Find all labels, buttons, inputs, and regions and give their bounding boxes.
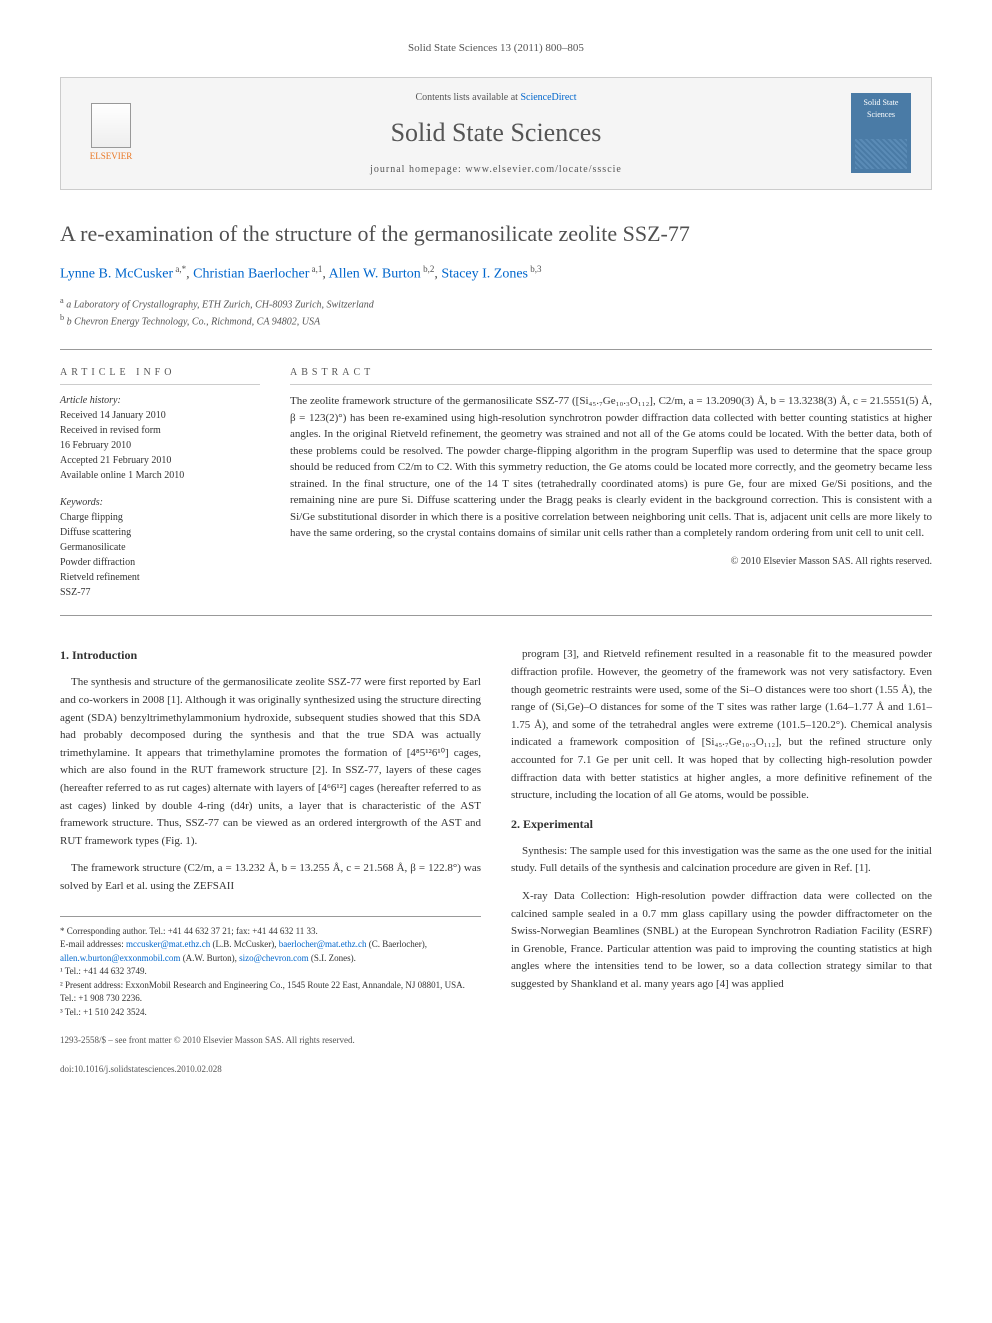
intro-para-2: The framework structure (C2/m, a = 13.23… xyxy=(60,860,481,895)
section-2-heading: 2. Experimental xyxy=(511,815,932,833)
running-head: Solid State Sciences 13 (2011) 800–805 xyxy=(60,40,932,57)
abstract-text: The zeolite framework structure of the g… xyxy=(290,393,932,542)
author-3[interactable]: Allen W. Burton xyxy=(329,267,421,282)
keyword-item: Charge flipping xyxy=(60,510,260,525)
footnote-corresponding: * Corresponding author. Tel.: +41 44 632… xyxy=(60,925,481,939)
body-columns: 1. Introduction The synthesis and struct… xyxy=(60,646,932,1076)
abstract-column: ABSTRACT The zeolite framework structure… xyxy=(290,365,932,600)
email-link-2[interactable]: baerlocher@mat.ethz.ch xyxy=(279,939,367,949)
article-info: ARTICLE INFO Article history: Received 1… xyxy=(60,365,260,600)
affiliation-b: b b Chevron Energy Technology, Co., Rich… xyxy=(60,312,932,329)
contents-line: Contents lists available at ScienceDirec… xyxy=(141,90,851,105)
intro-para-3: program [3], and Rietveld refinement res… xyxy=(511,646,932,804)
keywords-label: Keywords: xyxy=(60,495,260,510)
elsevier-tree-icon xyxy=(91,103,131,148)
article-info-header: ARTICLE INFO xyxy=(60,365,260,385)
article-title: A re-examination of the structure of the… xyxy=(60,220,932,249)
keyword-item: Germanosilicate xyxy=(60,540,260,555)
elsevier-label: ELSEVIER xyxy=(90,150,133,164)
email-link-1[interactable]: mccusker@mat.ethz.ch xyxy=(126,939,210,949)
footnote-2: ² Present address: ExxonMobil Research a… xyxy=(60,979,481,1006)
contents-prefix: Contents lists available at xyxy=(415,92,520,103)
abstract-copyright: © 2010 Elsevier Masson SAS. All rights r… xyxy=(290,554,932,569)
footnote-3: ³ Tel.: +1 510 242 3524. xyxy=(60,1006,481,1020)
email-link-3[interactable]: allen.w.burton@exxonmobil.com xyxy=(60,953,180,963)
author-1[interactable]: Lynne B. McCusker xyxy=(60,267,173,282)
footnotes: * Corresponding author. Tel.: +41 44 632… xyxy=(60,916,481,1020)
cover-title: Solid State Sciences xyxy=(855,97,907,121)
cover-pattern-icon xyxy=(855,139,907,169)
exp-para-2: X-ray Data Collection: High-resolution p… xyxy=(511,888,932,994)
footnote-1: ¹ Tel.: +41 44 632 3749. xyxy=(60,965,481,979)
intro-para-1: The synthesis and structure of the germa… xyxy=(60,674,481,850)
footnote-emails: E-mail addresses: mccusker@mat.ethz.ch (… xyxy=(60,938,481,965)
keyword-item: SSZ-77 xyxy=(60,585,260,600)
sciencedirect-link[interactable]: ScienceDirect xyxy=(520,92,576,103)
authors-line: Lynne B. McCusker a,*, Christian Baerloc… xyxy=(60,263,932,285)
elsevier-logo[interactable]: ELSEVIER xyxy=(81,98,141,168)
footer-front-matter: 1293-2558/$ – see front matter © 2010 El… xyxy=(60,1034,481,1048)
email-link-4[interactable]: sizo@chevron.com xyxy=(239,953,309,963)
history-item: Received 14 January 2010 xyxy=(60,408,260,423)
keyword-item: Powder diffraction xyxy=(60,555,260,570)
body-col-left: 1. Introduction The synthesis and struct… xyxy=(60,646,481,1076)
history-label: Article history: xyxy=(60,393,260,408)
history-item: Received in revised form xyxy=(60,423,260,438)
history-item: Accepted 21 February 2010 xyxy=(60,453,260,468)
section-1-heading: 1. Introduction xyxy=(60,646,481,664)
journal-title: Solid State Sciences xyxy=(141,113,851,152)
history-item: Available online 1 March 2010 xyxy=(60,468,260,483)
affiliation-a: a a Laboratory of Crystallography, ETH Z… xyxy=(60,295,932,312)
author-2[interactable]: Christian Baerlocher xyxy=(193,267,309,282)
journal-banner: ELSEVIER Contents lists available at Sci… xyxy=(60,77,932,190)
keyword-item: Diffuse scattering xyxy=(60,525,260,540)
abstract-header: ABSTRACT xyxy=(290,365,932,385)
banner-center: Contents lists available at ScienceDirec… xyxy=(141,90,851,177)
journal-cover-thumbnail[interactable]: Solid State Sciences xyxy=(851,93,911,173)
info-abstract-row: ARTICLE INFO Article history: Received 1… xyxy=(60,349,932,616)
footer-doi: doi:10.1016/j.solidstatesciences.2010.02… xyxy=(60,1063,481,1077)
author-4[interactable]: Stacey I. Zones xyxy=(441,267,528,282)
affiliations: a a Laboratory of Crystallography, ETH Z… xyxy=(60,295,932,330)
body-col-right: program [3], and Rietveld refinement res… xyxy=(511,646,932,1076)
journal-homepage[interactable]: journal homepage: www.elsevier.com/locat… xyxy=(141,162,851,177)
keyword-item: Rietveld refinement xyxy=(60,570,260,585)
history-item: 16 February 2010 xyxy=(60,438,260,453)
exp-para-1: Synthesis: The sample used for this inve… xyxy=(511,843,932,878)
